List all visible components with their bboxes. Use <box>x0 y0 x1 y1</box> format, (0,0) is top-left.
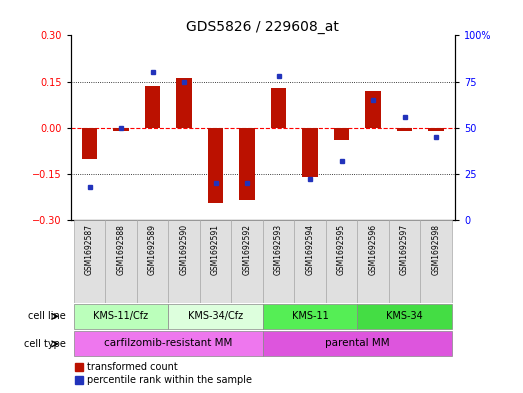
Text: GSM1692594: GSM1692594 <box>305 224 314 275</box>
Text: GSM1692587: GSM1692587 <box>85 224 94 275</box>
Bar <box>74 304 168 329</box>
Text: GSM1692589: GSM1692589 <box>148 224 157 275</box>
Bar <box>302 128 318 177</box>
Bar <box>357 304 452 329</box>
Bar <box>113 128 129 131</box>
Text: GSM1692590: GSM1692590 <box>179 224 188 275</box>
Text: cell type: cell type <box>24 339 65 349</box>
Bar <box>82 128 97 158</box>
Bar <box>176 79 192 128</box>
Bar <box>145 86 161 128</box>
Bar <box>263 220 294 303</box>
Text: KMS-34/Cfz: KMS-34/Cfz <box>188 311 243 321</box>
Bar <box>239 128 255 200</box>
Text: cell line: cell line <box>28 311 65 321</box>
Bar <box>231 220 263 303</box>
Text: GSM1692588: GSM1692588 <box>117 224 126 275</box>
Title: GDS5826 / 229608_at: GDS5826 / 229608_at <box>186 20 339 34</box>
Text: GSM1692593: GSM1692593 <box>274 224 283 275</box>
Text: parental MM: parental MM <box>325 338 390 348</box>
Bar <box>168 220 200 303</box>
Bar <box>200 220 231 303</box>
Text: GSM1692598: GSM1692598 <box>431 224 440 275</box>
Legend: transformed count, percentile rank within the sample: transformed count, percentile rank withi… <box>75 362 252 386</box>
Bar <box>294 220 326 303</box>
Text: KMS-34: KMS-34 <box>386 311 423 321</box>
Bar <box>74 331 263 356</box>
Text: GSM1692592: GSM1692592 <box>243 224 252 275</box>
Bar <box>420 220 452 303</box>
Bar <box>334 128 349 140</box>
Text: GSM1692591: GSM1692591 <box>211 224 220 275</box>
Text: GSM1692597: GSM1692597 <box>400 224 409 275</box>
Text: GSM1692595: GSM1692595 <box>337 224 346 275</box>
Text: KMS-11: KMS-11 <box>292 311 328 321</box>
Bar <box>105 220 137 303</box>
Bar <box>137 220 168 303</box>
Text: GSM1692596: GSM1692596 <box>369 224 378 275</box>
Bar <box>208 128 223 203</box>
Bar <box>263 331 452 356</box>
Bar <box>428 128 444 131</box>
Bar <box>397 128 413 131</box>
Bar <box>271 88 287 128</box>
Bar <box>357 220 389 303</box>
Bar <box>365 91 381 128</box>
Bar <box>74 220 105 303</box>
Text: KMS-11/Cfz: KMS-11/Cfz <box>94 311 149 321</box>
Bar <box>389 220 420 303</box>
Bar <box>326 220 357 303</box>
Bar <box>263 304 357 329</box>
Text: carfilzomib-resistant MM: carfilzomib-resistant MM <box>104 338 232 348</box>
Bar <box>168 304 263 329</box>
